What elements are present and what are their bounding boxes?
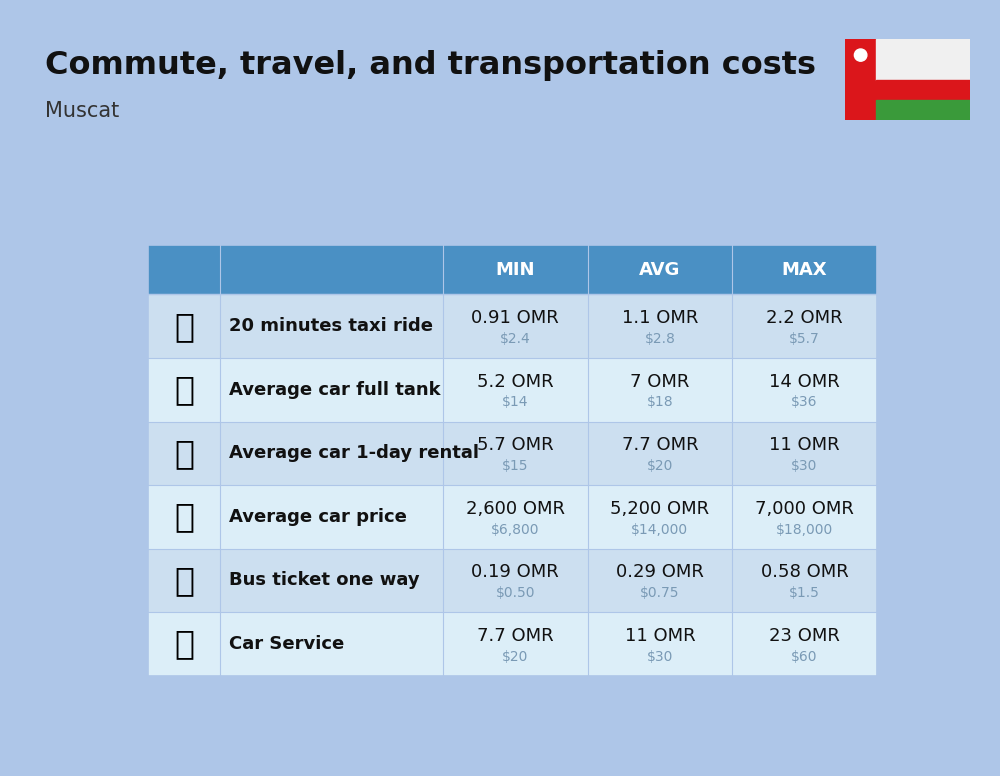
- Text: 7.7 OMR: 7.7 OMR: [622, 436, 698, 454]
- FancyBboxPatch shape: [148, 421, 877, 485]
- FancyBboxPatch shape: [148, 245, 877, 294]
- Text: MAX: MAX: [782, 261, 827, 279]
- Text: $14,000: $14,000: [631, 522, 688, 536]
- Text: 0.58 OMR: 0.58 OMR: [761, 563, 848, 581]
- Text: $0.75: $0.75: [640, 586, 680, 600]
- Text: Commute, travel, and transportation costs: Commute, travel, and transportation cost…: [45, 50, 816, 81]
- Text: 0.19 OMR: 0.19 OMR: [471, 563, 559, 581]
- Text: 5.2 OMR: 5.2 OMR: [477, 372, 554, 390]
- Text: $20: $20: [502, 650, 528, 663]
- Text: 5.7 OMR: 5.7 OMR: [477, 436, 554, 454]
- Text: $30: $30: [791, 459, 818, 473]
- FancyBboxPatch shape: [148, 358, 877, 421]
- Text: Average car full tank: Average car full tank: [229, 381, 441, 399]
- Text: 7 OMR: 7 OMR: [630, 372, 690, 390]
- Circle shape: [854, 49, 867, 61]
- FancyBboxPatch shape: [148, 612, 877, 676]
- Text: 11 OMR: 11 OMR: [769, 436, 840, 454]
- Text: Muscat: Muscat: [45, 101, 119, 121]
- Bar: [876, 79, 970, 100]
- Text: 2,600 OMR: 2,600 OMR: [466, 500, 565, 518]
- FancyBboxPatch shape: [148, 485, 877, 549]
- Text: $5.7: $5.7: [789, 332, 820, 346]
- Text: 14 OMR: 14 OMR: [769, 372, 840, 390]
- Text: 5,200 OMR: 5,200 OMR: [610, 500, 709, 518]
- Text: 0.29 OMR: 0.29 OMR: [616, 563, 704, 581]
- Text: Bus ticket one way: Bus ticket one way: [229, 571, 420, 590]
- Text: $1.5: $1.5: [789, 586, 820, 600]
- Bar: [876, 100, 970, 120]
- Text: 🚗: 🚗: [174, 628, 194, 660]
- Text: 🚕: 🚕: [174, 310, 194, 343]
- Text: Average car price: Average car price: [229, 508, 407, 526]
- FancyBboxPatch shape: [148, 294, 877, 358]
- Text: $0.50: $0.50: [495, 586, 535, 600]
- Text: 11 OMR: 11 OMR: [625, 627, 695, 645]
- Text: 🚙: 🚙: [174, 437, 194, 469]
- Text: $18: $18: [647, 396, 673, 410]
- Text: $18,000: $18,000: [776, 522, 833, 536]
- Text: 7.7 OMR: 7.7 OMR: [477, 627, 554, 645]
- FancyBboxPatch shape: [148, 549, 877, 612]
- Text: $15: $15: [502, 459, 528, 473]
- Text: Average car 1-day rental: Average car 1-day rental: [229, 445, 479, 462]
- Text: $60: $60: [791, 650, 818, 663]
- Text: 20 minutes taxi ride: 20 minutes taxi ride: [229, 317, 433, 335]
- Text: 1.1 OMR: 1.1 OMR: [622, 309, 698, 327]
- Text: AVG: AVG: [639, 261, 681, 279]
- Text: $2.8: $2.8: [644, 332, 675, 346]
- Text: $2.4: $2.4: [500, 332, 531, 346]
- Text: Car Service: Car Service: [229, 635, 345, 653]
- Text: $36: $36: [791, 396, 818, 410]
- Text: 2.2 OMR: 2.2 OMR: [766, 309, 843, 327]
- Text: $14: $14: [502, 396, 528, 410]
- Text: 23 OMR: 23 OMR: [769, 627, 840, 645]
- Text: 7,000 OMR: 7,000 OMR: [755, 500, 854, 518]
- Text: ⛽: ⛽: [174, 373, 194, 407]
- Text: 🚗: 🚗: [174, 501, 194, 533]
- Bar: [876, 39, 970, 79]
- Text: $20: $20: [647, 459, 673, 473]
- Bar: [845, 39, 876, 120]
- Text: 0.91 OMR: 0.91 OMR: [471, 309, 559, 327]
- Text: MIN: MIN: [495, 261, 535, 279]
- Text: $6,800: $6,800: [491, 522, 539, 536]
- Text: $30: $30: [647, 650, 673, 663]
- Text: 🚌: 🚌: [174, 564, 194, 597]
